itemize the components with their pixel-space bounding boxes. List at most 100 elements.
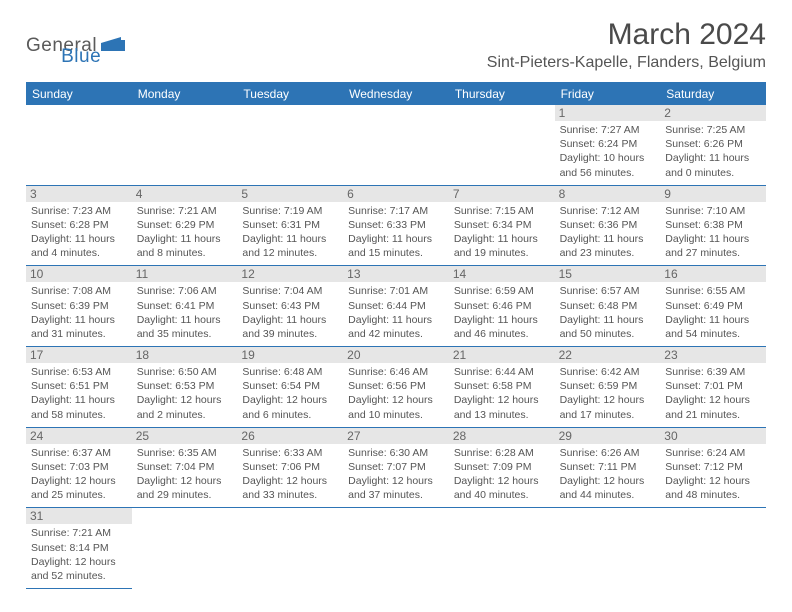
sunset-text: Sunset: 6:38 PM: [665, 218, 760, 232]
calendar-cell: [237, 105, 343, 185]
sunrise-text: Sunrise: 6:24 AM: [665, 446, 760, 460]
day2-text: and 44 minutes.: [560, 488, 655, 502]
day-number: 21: [449, 347, 555, 363]
sunset-text: Sunset: 7:03 PM: [31, 460, 126, 474]
calendar-cell: 18Sunrise: 6:50 AMSunset: 6:53 PMDayligh…: [132, 347, 238, 427]
calendar-cell: 26Sunrise: 6:33 AMSunset: 7:06 PMDayligh…: [237, 428, 343, 508]
week-row: 3Sunrise: 7:23 AMSunset: 6:28 PMDaylight…: [26, 186, 766, 267]
calendar-cell: 17Sunrise: 6:53 AMSunset: 6:51 PMDayligh…: [26, 347, 132, 427]
sunset-text: Sunset: 6:43 PM: [242, 299, 337, 313]
logo-suffix: Blue: [61, 46, 101, 67]
day-number: 9: [660, 186, 766, 202]
day2-text: and 12 minutes.: [242, 246, 337, 260]
day1-text: Daylight: 11 hours: [454, 313, 549, 327]
sunset-text: Sunset: 6:46 PM: [454, 299, 549, 313]
sunset-text: Sunset: 7:07 PM: [348, 460, 443, 474]
week-row: 1 Sunrise: 7:27 AMSunset: 6:24 PM Daylight…: [26, 105, 766, 186]
day1-text: Daylight: 12 hours: [560, 393, 655, 407]
day-number: 27: [343, 428, 449, 444]
day1-text: Daylight: 11 hours: [560, 313, 655, 327]
day-number: 2: [660, 105, 766, 121]
sunrise-text: Sunrise: 7:15 AM: [454, 204, 549, 218]
day2-text: and 23 minutes.: [560, 246, 655, 260]
sunset-text: Sunset: 6:53 PM: [137, 379, 232, 393]
day-number: 1: [555, 105, 661, 121]
day-number: 6: [343, 186, 449, 202]
day2-text: and 50 minutes.: [560, 327, 655, 341]
day1-text: Daylight: 12 hours: [454, 474, 549, 488]
sunrise-text: Sunrise: 6:53 AM: [31, 365, 126, 379]
sunrise-text: Sunrise: 6:26 AM: [560, 446, 655, 460]
calendar-cell: [449, 508, 555, 590]
day2-text: and 56 minutes.: [560, 166, 655, 180]
day1-text: Daylight: 11 hours: [31, 393, 126, 407]
day-header-row: SundayMondayTuesdayWednesdayThursdayFrid…: [26, 83, 766, 105]
day1-text: Daylight: 12 hours: [560, 474, 655, 488]
sunrise-text: Sunrise: 6:33 AM: [242, 446, 337, 460]
day2-text: and 35 minutes.: [137, 327, 232, 341]
day2-text: and 4 minutes.: [31, 246, 126, 260]
day2-text: and 46 minutes.: [454, 327, 549, 341]
calendar-cell: 4Sunrise: 7:21 AMSunset: 6:29 PMDaylight…: [132, 186, 238, 266]
sunrise-text: Sunrise: 7:19 AM: [242, 204, 337, 218]
day-number: 28: [449, 428, 555, 444]
sunset-text: Sunset: 6:48 PM: [560, 299, 655, 313]
logo-flag-icon: [101, 37, 125, 58]
sunrise-text: Sunrise: 6:59 AM: [454, 284, 549, 298]
day1-text: Daylight: 11 hours: [665, 151, 760, 165]
sunrise-text: Sunrise: 7:27 AM: [560, 123, 655, 137]
day1-text: Daylight: 11 hours: [665, 232, 760, 246]
sunset-text: Sunset: 6:56 PM: [348, 379, 443, 393]
day1-text: Daylight: 11 hours: [137, 232, 232, 246]
sunset-text: Sunset: 6:24 PM: [560, 137, 655, 151]
day-number: 29: [555, 428, 661, 444]
day2-text: and 0 minutes.: [665, 166, 760, 180]
calendar: SundayMondayTuesdayWednesdayThursdayFrid…: [26, 82, 766, 589]
day-number: 14: [449, 266, 555, 282]
sunset-text: Sunset: 6:51 PM: [31, 379, 126, 393]
day1-text: Daylight: 12 hours: [137, 393, 232, 407]
sunset-text: Sunset: 6:36 PM: [560, 218, 655, 232]
sunrise-text: Sunrise: 6:37 AM: [31, 446, 126, 460]
day1-text: Daylight: 11 hours: [242, 232, 337, 246]
sunrise-text: Sunrise: 7:25 AM: [665, 123, 760, 137]
calendar-cell: 1Sunrise: 7:27 AMSunset: 6:24 PMDaylight…: [555, 105, 661, 185]
sunset-text: Sunset: 6:31 PM: [242, 218, 337, 232]
day-number: 15: [555, 266, 661, 282]
calendar-cell: 12Sunrise: 7:04 AMSunset: 6:43 PMDayligh…: [237, 266, 343, 346]
day1-text: Daylight: 11 hours: [242, 313, 337, 327]
calendar-cell: [343, 105, 449, 185]
sunrise-text: Sunrise: 7:23 AM: [31, 204, 126, 218]
day-number: 13: [343, 266, 449, 282]
sunset-text: Sunset: 7:12 PM: [665, 460, 760, 474]
day2-text: and 19 minutes.: [454, 246, 549, 260]
day2-text: and 15 minutes.: [348, 246, 443, 260]
day2-text: and 39 minutes.: [242, 327, 337, 341]
day-number: 24: [26, 428, 132, 444]
day-number: 22: [555, 347, 661, 363]
day1-text: Daylight: 12 hours: [242, 474, 337, 488]
calendar-cell: 15Sunrise: 6:57 AMSunset: 6:48 PMDayligh…: [555, 266, 661, 346]
calendar-cell: 23Sunrise: 6:39 AMSunset: 7:01 PMDayligh…: [660, 347, 766, 427]
calendar-cell: [555, 508, 661, 590]
sunset-text: Sunset: 6:54 PM: [242, 379, 337, 393]
calendar-cell: [660, 508, 766, 590]
day2-text: and 13 minutes.: [454, 408, 549, 422]
sunset-text: Sunset: 7:11 PM: [560, 460, 655, 474]
day1-text: Daylight: 12 hours: [665, 393, 760, 407]
day-number: 8: [555, 186, 661, 202]
sunrise-text: Sunrise: 7:01 AM: [348, 284, 443, 298]
day1-text: Daylight: 11 hours: [348, 232, 443, 246]
week-row: 17Sunrise: 6:53 AMSunset: 6:51 PMDayligh…: [26, 347, 766, 428]
day1-text: Daylight: 12 hours: [348, 393, 443, 407]
calendar-cell: 7Sunrise: 7:15 AMSunset: 6:34 PMDaylight…: [449, 186, 555, 266]
sunrise-text: Sunrise: 6:44 AM: [454, 365, 549, 379]
day1-text: Daylight: 12 hours: [137, 474, 232, 488]
calendar-cell: 21Sunrise: 6:44 AMSunset: 6:58 PMDayligh…: [449, 347, 555, 427]
sunrise-text: Sunrise: 7:06 AM: [137, 284, 232, 298]
day-number: 30: [660, 428, 766, 444]
calendar-cell: 22Sunrise: 6:42 AMSunset: 6:59 PMDayligh…: [555, 347, 661, 427]
day2-text: and 54 minutes.: [665, 327, 760, 341]
calendar-cell: [132, 105, 238, 185]
day2-text: and 6 minutes.: [242, 408, 337, 422]
